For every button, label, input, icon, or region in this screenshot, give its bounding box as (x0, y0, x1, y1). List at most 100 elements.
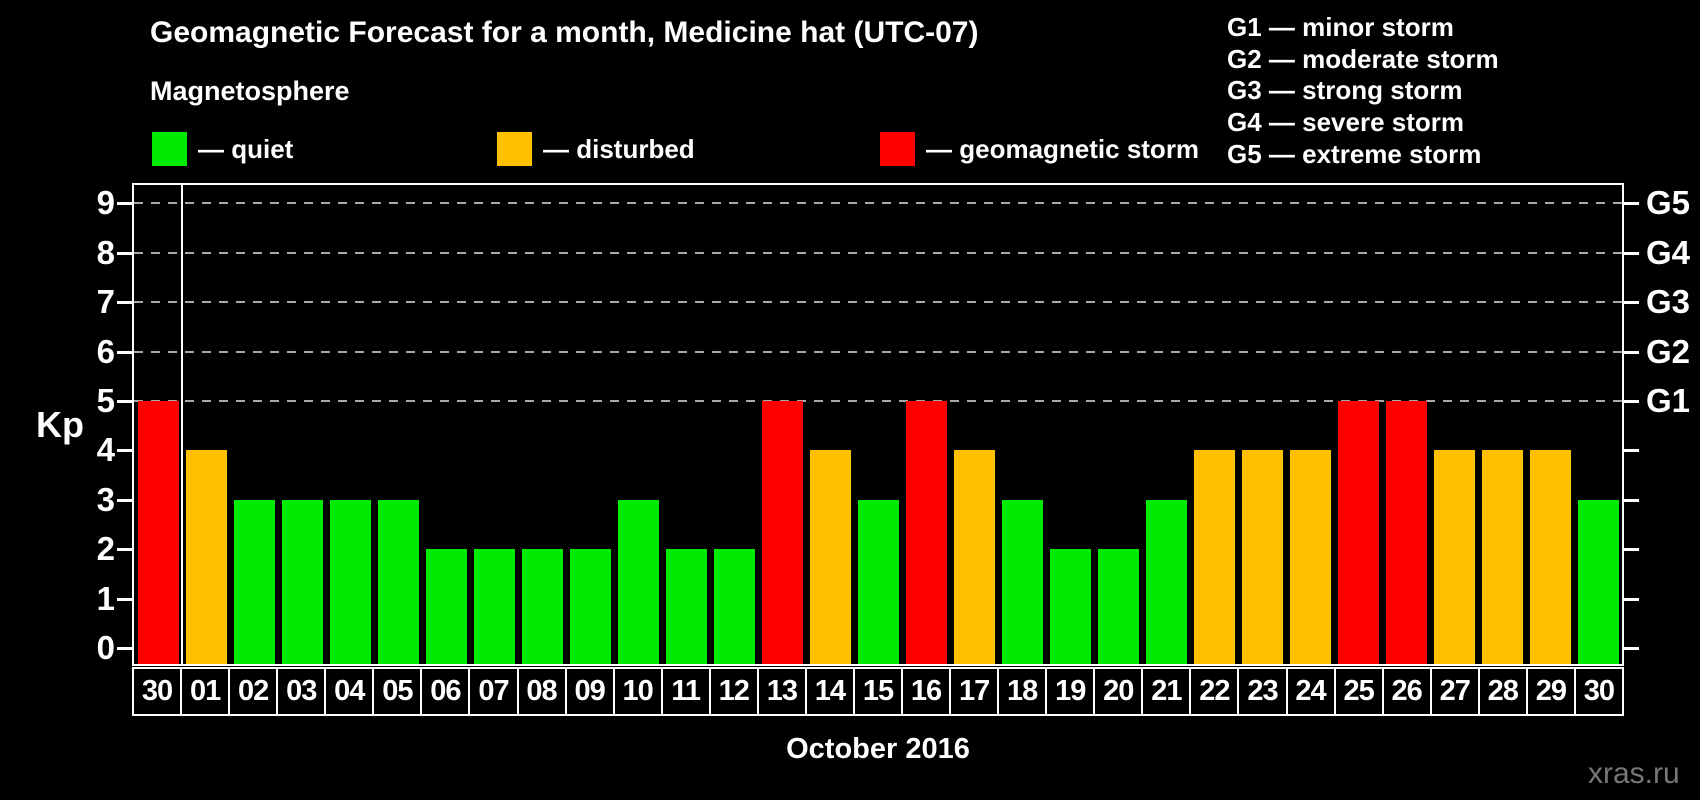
right-tick-kp5 (1624, 400, 1639, 403)
y-tick-label-1: 1 (96, 579, 115, 617)
left-tick-kp6 (117, 350, 132, 354)
day-cell-03: 03 (276, 669, 324, 714)
legend-item-disturbed: — disturbed (497, 130, 695, 168)
day-cell-24: 24 (1285, 669, 1334, 714)
y-tick-label-4: 4 (96, 431, 115, 469)
day-cell-26: 26 (1381, 669, 1430, 714)
kp-bar-day-07 (473, 549, 515, 664)
kp-bar-day-14 (809, 450, 851, 664)
right-tick-kp0 (1624, 647, 1639, 650)
magnetosphere-label: Magnetosphere (150, 76, 350, 106)
left-tick-kp2 (117, 548, 132, 552)
day-cell-25: 25 (1333, 669, 1382, 714)
g-scale-legend: G1 — minor storm G2 — moderate storm G3 — … (1227, 12, 1499, 171)
y-tick-label-6: 6 (96, 332, 115, 370)
left-tick-kp1 (117, 597, 132, 601)
left-tick-kp3 (117, 498, 132, 502)
g-scale-legend-line: G4 — severe storm (1227, 107, 1465, 138)
x-axis-title: October 2016 (786, 733, 970, 765)
right-tick-kp7 (1624, 301, 1639, 305)
month-separator-line (181, 185, 183, 664)
plot-area (132, 183, 1624, 666)
kp-bar-day-01 (185, 450, 227, 664)
chart-title: Geomagnetic Forecast for a month, Medici… (150, 16, 979, 49)
right-axis-label-G4: G4 (1646, 233, 1691, 271)
disturbed-color-swatch (497, 132, 532, 166)
kp-bar-day-02 (233, 499, 275, 664)
gridline-kp5 (134, 400, 1622, 402)
right-tick-kp4 (1624, 449, 1639, 453)
kp-bar-day-19 (1049, 549, 1091, 664)
kp-bar-day-08 (521, 549, 563, 664)
day-cell-18: 18 (997, 669, 1045, 714)
kp-bar-day-06 (425, 549, 467, 664)
day-cell-01: 01 (180, 669, 228, 714)
day-cell-30: 30 (1573, 669, 1622, 714)
y-tick-label-2: 2 (96, 530, 115, 568)
kp-bar-day-16 (905, 401, 947, 664)
left-tick-kp8 (117, 251, 132, 255)
kp-bar-day-17 (953, 450, 995, 664)
legend-disturbed-label: — disturbed (543, 133, 695, 164)
day-cell-21: 21 (1141, 669, 1189, 714)
g-scale-legend-line: G1 — minor storm (1227, 12, 1454, 42)
day-cell-02: 02 (228, 669, 276, 714)
kp-bar-day-04 (329, 499, 371, 664)
left-tick-kp5 (117, 400, 132, 403)
day-cell-15: 15 (852, 669, 901, 714)
kp-bar-day-25 (1337, 401, 1379, 664)
kp-bar-day-24 (1289, 450, 1331, 664)
kp-bar-day-30 (1577, 499, 1619, 664)
day-cell-08: 08 (516, 669, 565, 714)
right-tick-kp3 (1624, 498, 1639, 502)
kp-bar-day-23 (1241, 450, 1283, 664)
y-tick-label-8: 8 (96, 233, 115, 271)
gridline-kp6 (134, 350, 1622, 353)
day-cell-07: 07 (468, 669, 516, 714)
kp-bar-day-05 (377, 499, 419, 664)
day-cell-29: 29 (1525, 669, 1574, 714)
day-cell-23: 23 (1237, 669, 1285, 714)
kp-bar-day-29 (1529, 450, 1571, 664)
right-tick-kp6 (1624, 350, 1639, 354)
y-tick-label-0: 0 (96, 629, 115, 666)
gridline-kp7 (134, 301, 1622, 304)
y-tick-label-7: 7 (96, 283, 115, 321)
kp-bar-day-27 (1433, 450, 1475, 664)
legend-item-quiet: — quiet (152, 130, 293, 168)
left-tick-kp0 (117, 647, 132, 650)
kp-bar-day-11 (665, 549, 707, 664)
left-tick-kp4 (117, 449, 132, 453)
day-cell-28: 28 (1477, 669, 1526, 714)
day-cell-30: 30 (141, 675, 173, 707)
day-cell-27: 27 (1429, 669, 1478, 714)
gridline-kp9 (134, 202, 1622, 205)
day-cell-13: 13 (756, 669, 805, 714)
kp-bar-day-15 (857, 499, 899, 664)
left-tick-kp7 (117, 301, 132, 305)
day-cell-20: 20 (1093, 669, 1141, 714)
day-cell-06: 06 (420, 669, 468, 714)
right-axis-label-G1: G1 (1646, 382, 1691, 419)
y-tick-label-3: 3 (96, 480, 115, 518)
day-cell-14: 14 (804, 669, 853, 714)
kp-bar-day-10 (617, 499, 659, 664)
gridline-kp8 (134, 251, 1622, 254)
kp-bar-day-09 (569, 549, 611, 664)
day-cell-17: 17 (949, 669, 997, 714)
day-cell-11: 11 (660, 669, 709, 714)
kp-bar-day-12 (713, 549, 755, 664)
kp-bar-day-22 (1193, 450, 1235, 664)
g-scale-legend-line: G3 — strong storm (1227, 75, 1463, 106)
day-cell-09: 09 (564, 669, 613, 714)
kp-bar-day-20 (1097, 549, 1139, 664)
legend-item-storm: — geomagnetic storm (880, 130, 1199, 168)
day-cell-04: 04 (324, 669, 372, 714)
kp-bar-day-13 (761, 401, 803, 664)
g-scale-legend-line: G5 — extreme storm (1227, 138, 1482, 169)
kp-bar-day-18 (1001, 499, 1043, 664)
day-cell-22: 22 (1189, 669, 1237, 714)
day-cell-10: 10 (612, 669, 661, 714)
right-tick-kp1 (1624, 597, 1639, 601)
day-label-row: 30 01 02 03 04 05 06 07 08 09 10 11 12 13 14 15 16 17 18 19… (132, 667, 1624, 716)
